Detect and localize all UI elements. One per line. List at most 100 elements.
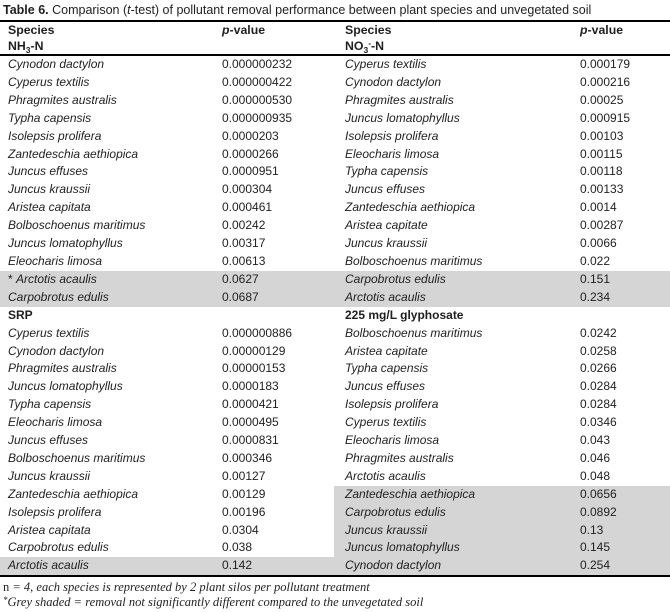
- species-cell: Juncus lomatophyllus: [8, 379, 123, 394]
- table-row: Phragmites australis 0.00000153 Typha cape…: [0, 360, 670, 378]
- table-row: * Arctotis acaulis 0.0627 Carpobrotus edul…: [0, 270, 670, 289]
- table-row: Typha capensis 0.0000421 Isolepsis prolife…: [0, 396, 670, 414]
- pvalue-cell: 0.142: [222, 557, 334, 577]
- species-cell: Phragmites australis: [345, 450, 454, 465]
- table-row: Bolboschoenus maritimus 0.00242 Aristea ca…: [0, 217, 670, 235]
- species-cell: Carpobrotus edulis: [8, 540, 109, 555]
- pvalue-cell: 0.254: [580, 557, 670, 577]
- footnote-grey-shaded: *Grey shaded = removal not significantly…: [3, 595, 424, 610]
- species-cell: Phragmites australis: [345, 92, 454, 107]
- section-row: SRP 225 mg/L glyphosate: [0, 307, 670, 325]
- table-row: Zantedeschia aethiopica 0.0000266 Eleochar…: [0, 146, 670, 164]
- pvalue-cell: 0.022: [580, 253, 611, 268]
- table-row: Juncus kraussii 0.000304 Juncus effuses 0.0…: [0, 181, 670, 199]
- pvalue-cell: 0.0304: [222, 522, 259, 537]
- species-cell: Aristea capitata: [8, 522, 91, 537]
- species-cell: Cyperus textilis: [8, 74, 90, 89]
- asterisk-marker: *: [3, 595, 8, 606]
- section-header-cell: 225 mg/L glyphosate: [345, 307, 464, 322]
- pvalue-cell: 0.046: [580, 450, 611, 465]
- species-cell: Eleocharis limosa: [345, 433, 440, 448]
- pvalue-cell: 0.0242: [580, 325, 617, 340]
- table-row: Zantedeschia aethiopica 0.00129 Zantedesch…: [0, 485, 670, 504]
- pvalue-cell: 0.0687: [222, 288, 334, 307]
- caption-text-post: -test) of pollutant removal performance …: [130, 3, 592, 17]
- table-row: Cyperus textilis 0.000000886 Bolboschoenus…: [0, 325, 670, 343]
- species-cell: Phragmites australis: [8, 92, 117, 107]
- species-cell: Bolboschoenus maritimus: [8, 218, 146, 233]
- col-header-pvalue-right: p-value: [580, 23, 624, 37]
- table-row: Cynodon dactylon 0.000000232 Cyperus texti…: [0, 55, 670, 74]
- table-footnotes: n = 4, each species is represented by 2 …: [0, 577, 670, 610]
- species-cell: Carpobrotus edulis: [334, 270, 580, 289]
- pvalue-cell: 0.0000495: [222, 415, 279, 430]
- species-cell: Phragmites australis: [8, 361, 117, 376]
- species-cell: Zantedeschia aethiopica: [334, 485, 580, 504]
- pvalue-cell: 0.0000831: [222, 433, 279, 448]
- species-cell: Juncus lomatophyllus: [345, 110, 460, 125]
- footnote-sample-size: n = 4, each species is represented by 2 …: [3, 580, 370, 595]
- table-row: Juncus lomatophyllus 0.00317 Juncus krauss…: [0, 235, 670, 253]
- table-row: Isolepsis prolifera 0.0000203 Isolepsis pr…: [0, 128, 670, 146]
- species-cell: Aristea capitata: [8, 200, 91, 215]
- species-cell: Arctotis acaulis: [345, 468, 426, 483]
- species-cell: Zantedeschia aethiopica: [8, 486, 139, 501]
- table-row: Juncus effuses 0.0000831 Eleocharis limosa…: [0, 432, 670, 450]
- pvalue-cell: 0.234: [580, 288, 670, 307]
- species-cell: Juncus kraussii: [8, 468, 91, 483]
- pvalue-cell: 0.000000232: [222, 57, 293, 71]
- species-cell: Aristea capitate: [345, 343, 428, 358]
- species-cell: Typha capensis: [345, 361, 429, 376]
- caption-text-pre: Comparison (: [48, 3, 128, 17]
- pvalue-cell: 0.000000530: [222, 92, 293, 107]
- species-cell: Juncus effuses: [345, 182, 426, 197]
- table-row: Cynodon dactylon 0.00000129 Aristea capita…: [0, 343, 670, 361]
- pvalue-cell: 0.00127: [222, 468, 266, 483]
- species-cell: Aristea capitate: [345, 218, 428, 233]
- col-header-species-right: Species: [345, 23, 392, 37]
- pvalue-cell: 0.000000422: [222, 74, 293, 89]
- species-cell: Juncus kraussii: [334, 521, 580, 540]
- species-cell: Cyperus textilis: [8, 325, 90, 340]
- pvalue-cell: 0.0627: [222, 270, 334, 289]
- pvalue-cell: 0.038: [222, 540, 253, 555]
- species-cell: Zantedeschia aethiopica: [345, 200, 476, 215]
- pvalue-cell: 0.0258: [580, 343, 617, 358]
- species-cell: Eleocharis limosa: [345, 146, 440, 161]
- pvalue-cell: 0.00196: [222, 504, 266, 519]
- species-cell: Arctotis acaulis: [334, 288, 580, 307]
- pvalue-cell: 0.00025: [580, 92, 624, 107]
- subheader-row: NH3-N NO3--N: [0, 38, 670, 56]
- table-row: Carpobrotus edulis 0.038 Juncus lomatophyl…: [0, 539, 670, 558]
- table-row: Phragmites australis 0.000000530 Phragmite…: [0, 92, 670, 110]
- pvalue-cell: 0.0284: [580, 379, 617, 394]
- subheader-empty-right: [580, 38, 670, 56]
- pvalue-cell: 0.0000266: [222, 146, 279, 161]
- pvalue-cell: 0.0000203: [222, 128, 279, 143]
- species-cell: Juncus kraussii: [8, 182, 91, 197]
- species-cell: Cynodon dactylon: [334, 557, 580, 577]
- pvalue-cell: 0.000346: [222, 450, 273, 465]
- table-row: Juncus kraussii 0.00127 Arctotis acaulis 0.…: [0, 468, 670, 486]
- pvalue-cell: 0.00129: [222, 486, 266, 501]
- subheader-nh3n: NH3-N: [0, 38, 222, 56]
- species-cell: Juncus effuses: [8, 164, 89, 179]
- species-cell: Cynodon dactylon: [8, 343, 105, 358]
- pvalue-cell: 0.13: [580, 521, 670, 540]
- species-cell: Cynodon dactylon: [345, 74, 442, 89]
- caption-italic-t: t: [127, 3, 131, 17]
- species-cell: Isolepsis prolifera: [345, 128, 439, 143]
- pvalue-cell: 0.043: [580, 433, 611, 448]
- pvalue-cell: 0.000000886: [222, 325, 293, 340]
- table-body: Cynodon dactylon 0.000000232 Cyperus texti…: [0, 55, 670, 577]
- species-cell: Juncus lomatophyllus: [8, 236, 123, 251]
- col-header-pvalue-left: p-value: [222, 23, 266, 37]
- pvalue-cell: 0.00613: [222, 253, 266, 268]
- subheader-empty-left: [222, 38, 334, 56]
- pvalue-cell: [580, 307, 670, 325]
- pvalue-cell: 0.00242: [222, 218, 266, 233]
- pvalue-cell: 0.0000421: [222, 397, 279, 412]
- species-cell: Typha capensis: [8, 110, 92, 125]
- pvalue-cell: 0.000216: [580, 74, 631, 89]
